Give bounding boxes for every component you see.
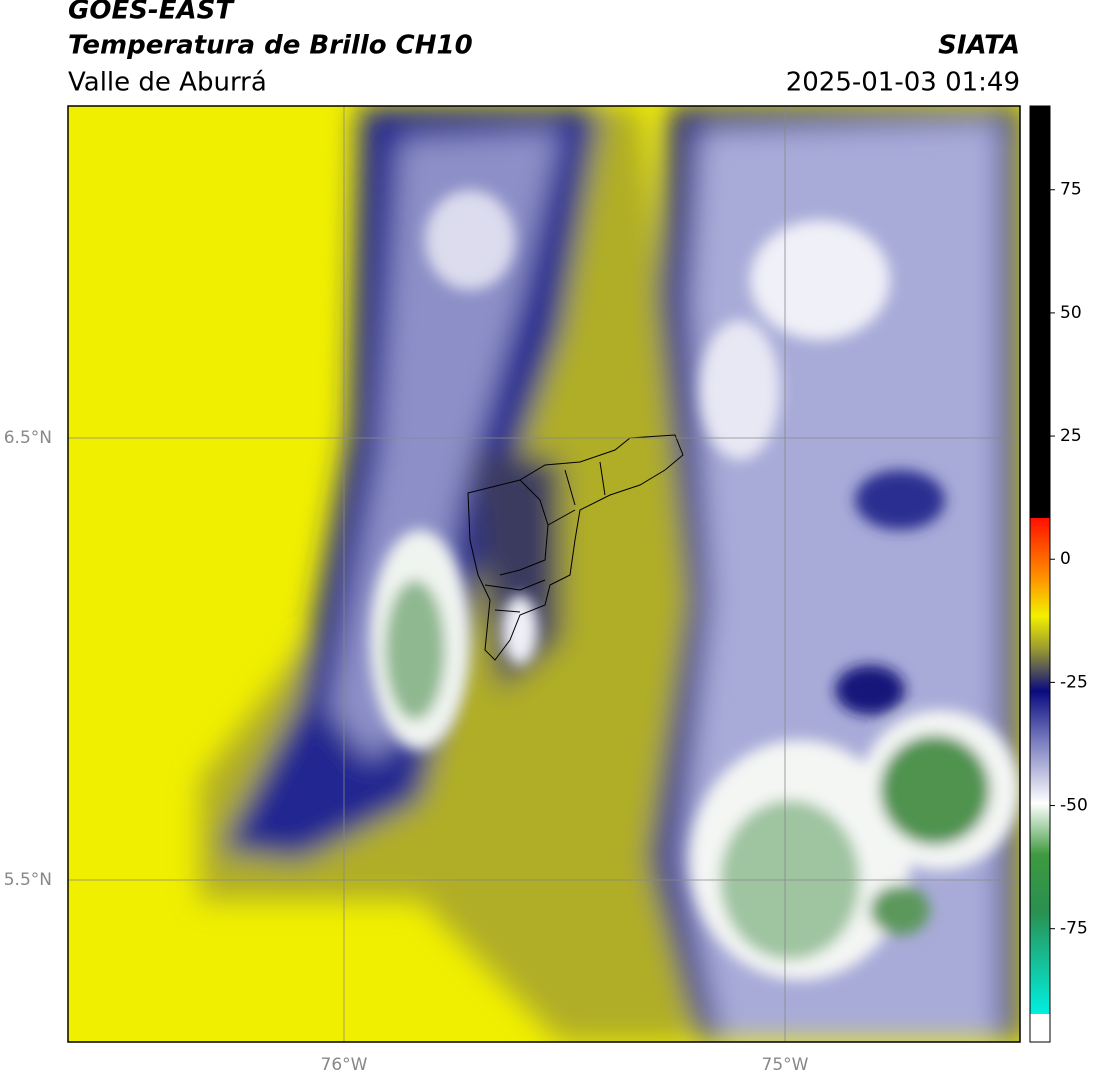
source: SIATA: [938, 31, 1020, 61]
map-frame: [67, 105, 1021, 1043]
colorbar-ticks: 75 50 25 0 -25 -50 -75: [1050, 180, 1088, 939]
colorbar: [1029, 105, 1051, 1043]
title: GOES-EAST: [68, 0, 235, 26]
colorbar-tick-label: -75: [1060, 919, 1088, 939]
colorbar-tick-label: 75: [1060, 180, 1082, 200]
municipal-boundaries: [467, 434, 684, 661]
colorbar-tick-label: -25: [1060, 672, 1088, 692]
lat-label: 6.5°N: [4, 428, 52, 448]
product: Temperatura de Brillo CH10: [68, 31, 473, 61]
colorbar-tick-label: 25: [1060, 426, 1082, 446]
lon-label: 75°W: [762, 1055, 809, 1075]
region: Valle de Aburrá: [68, 68, 267, 98]
graticule: [68, 106, 1020, 1042]
datetime: 2025-01-03 01:49: [786, 68, 1020, 98]
lon-label: 76°W: [321, 1055, 368, 1075]
colorbar-tick-label: 0: [1060, 549, 1071, 569]
colorbar-tick-label: -50: [1060, 796, 1088, 816]
lat-label: 5.5°N: [4, 870, 52, 890]
satellite-image: [68, 106, 1020, 1042]
colorbar-tick-label: 50: [1060, 303, 1082, 323]
